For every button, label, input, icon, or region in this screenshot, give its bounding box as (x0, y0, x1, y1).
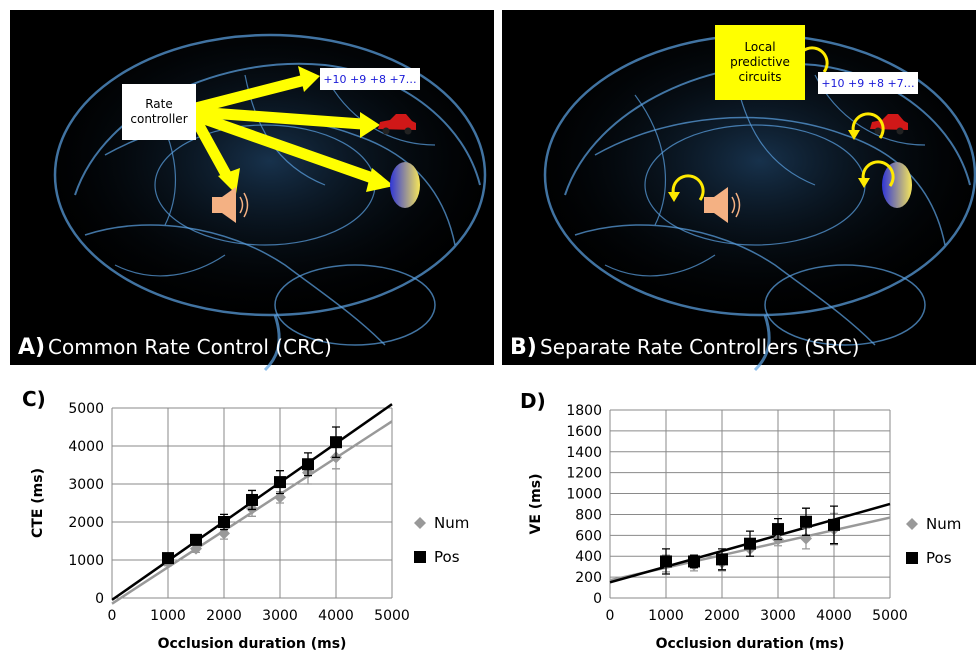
point (274, 476, 286, 488)
panel-label: C) (22, 387, 46, 411)
point (906, 518, 918, 530)
legend-label: Num (434, 514, 469, 532)
point (744, 538, 756, 550)
x-tick-label: 2000 (206, 608, 242, 624)
point (828, 519, 840, 531)
x-tick-label: 4000 (816, 608, 852, 624)
x-tick-label: 5000 (374, 608, 410, 624)
digits-box: +10 +9 +8 +7… (818, 72, 918, 94)
panel-caption: Common Rate Control (CRC) (48, 335, 332, 359)
legend-label: Pos (926, 549, 952, 567)
x-tick-label: 0 (108, 608, 117, 624)
point (302, 458, 314, 470)
x-tick-label: 1000 (648, 608, 684, 624)
x-tick-label: 0 (606, 608, 615, 624)
y-tick-label: 4000 (68, 439, 104, 455)
y-tick-label: 600 (575, 528, 602, 544)
point (716, 553, 728, 565)
y-tick-label: 1600 (566, 424, 602, 440)
point (414, 517, 426, 529)
x-axis-label: Occlusion duration (ms) (158, 636, 347, 652)
y-tick-label: 1200 (566, 466, 602, 482)
y-tick-label: 3000 (68, 477, 104, 493)
point (800, 516, 812, 528)
point (688, 555, 700, 567)
x-axis-label: Occlusion duration (ms) (656, 636, 845, 652)
point (162, 552, 174, 564)
panel-label: B) (510, 335, 537, 360)
point (190, 534, 202, 546)
figure: A) Common Rate Control (CRC) B) Separate… (0, 0, 976, 657)
x-tick-label: 4000 (318, 608, 354, 624)
y-tick-label: 1000 (68, 553, 104, 569)
point (906, 552, 918, 564)
y-tick-label: 5000 (68, 401, 104, 417)
x-tick-label: 5000 (872, 608, 908, 624)
point (414, 551, 426, 563)
y-tick-label: 400 (575, 549, 602, 565)
x-tick-label: 3000 (262, 608, 298, 624)
panel-label: A) (18, 335, 45, 360)
x-tick-label: 2000 (704, 608, 740, 624)
legend-label: Pos (434, 548, 460, 566)
y-tick-label: 800 (575, 507, 602, 523)
y-axis-label: CTE (ms) (30, 468, 46, 538)
y-tick-label: 0 (593, 591, 602, 607)
panel-caption: Separate Rate Controllers (SRC) (540, 335, 859, 359)
y-tick-label: 0 (95, 591, 104, 607)
x-tick-label: 3000 (760, 608, 796, 624)
digits-box: +10 +9 +8 +7… (320, 68, 420, 90)
y-tick-label: 1800 (566, 403, 602, 419)
controller-box: Local predictive circuits (715, 25, 805, 100)
y-axis-label: VE (ms) (528, 474, 544, 535)
panel-a (10, 10, 494, 370)
panel-label: D) (520, 389, 546, 413)
y-tick-label: 2000 (68, 515, 104, 531)
point (330, 436, 342, 448)
y-tick-label: 1400 (566, 445, 602, 461)
controller-box: Rate controller (122, 84, 196, 140)
point (218, 516, 230, 528)
y-tick-label: 200 (575, 570, 602, 586)
x-tick-label: 1000 (150, 608, 186, 624)
point (660, 555, 672, 567)
point (246, 494, 258, 506)
y-tick-label: 1000 (566, 487, 602, 503)
legend-label: Num (926, 515, 961, 533)
point (772, 523, 784, 535)
